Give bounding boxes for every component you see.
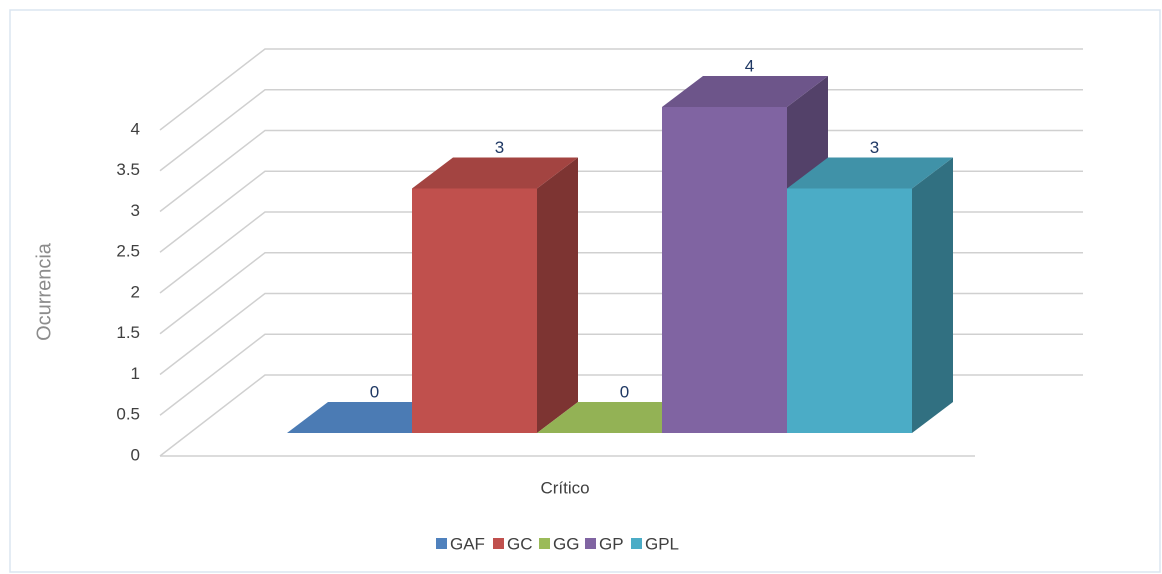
bar xyxy=(537,402,703,433)
bar-side xyxy=(912,157,953,433)
bar-side xyxy=(537,157,578,433)
data-label: 0 xyxy=(620,382,629,401)
legend-swatch xyxy=(539,538,550,549)
y-tick-label: 1.5 xyxy=(116,323,140,342)
grid-line xyxy=(159,48,1083,131)
legend-label: GC xyxy=(507,534,533,553)
legend-swatch xyxy=(631,538,642,549)
bar-front xyxy=(787,188,912,433)
bar-front xyxy=(662,107,787,433)
chart-frame xyxy=(9,9,1161,573)
y-tick-label: 3.5 xyxy=(116,160,140,179)
bar-top xyxy=(537,402,703,433)
legend-label: GPL xyxy=(645,534,679,553)
y-axis-title: Ocurrencia xyxy=(33,242,55,341)
data-label: 4 xyxy=(745,56,754,75)
bar-top xyxy=(412,157,578,189)
y-tick-label: 0 xyxy=(131,445,140,464)
bar-top xyxy=(787,157,953,189)
legend-swatch xyxy=(436,538,447,549)
bar-top xyxy=(662,76,828,107)
bar xyxy=(412,157,578,433)
legend-swatch xyxy=(493,538,504,549)
y-tick-label: 4 xyxy=(131,119,140,138)
legend-label: GG xyxy=(553,534,579,553)
legend-swatch xyxy=(585,538,596,549)
bar-top xyxy=(287,402,453,433)
y-tick-label: 2.5 xyxy=(116,242,140,261)
legend-label: GAF xyxy=(450,534,485,553)
bar-front xyxy=(412,188,537,433)
legend-label: GP xyxy=(599,534,624,553)
x-tick-label: Crítico xyxy=(540,478,589,497)
data-label: 0 xyxy=(370,382,379,401)
y-tick-label: 2 xyxy=(131,282,140,301)
data-label: 3 xyxy=(870,138,879,157)
y-tick-label: 3 xyxy=(131,201,140,220)
y-tick-label: 1 xyxy=(131,364,140,383)
bar xyxy=(787,157,953,433)
y-tick-label: 0.5 xyxy=(116,405,140,424)
data-label: 3 xyxy=(495,138,504,157)
